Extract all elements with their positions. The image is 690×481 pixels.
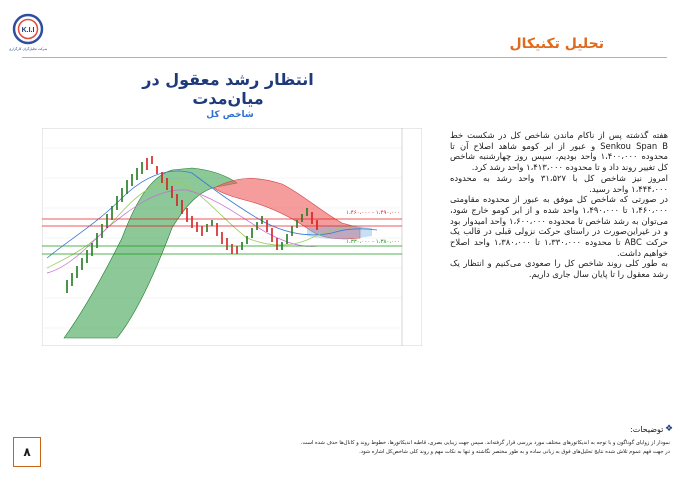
analysis-paragraph: امروز نیز شاخص کل با ۳۱،۵۲۷ واحد رشد به … <box>450 172 668 194</box>
section-title: تحلیل تکنیکال <box>509 36 604 52</box>
kijun-line <box>46 170 378 259</box>
index-chart: ۱،۴۶۰،۰۰۰ - ۱،۴۹۰،۰۰۰ ۱،۳۳۰،۰۰۰ - ۱،۳۸۰،… <box>42 128 422 346</box>
bear-cloud <box>213 178 361 240</box>
page-number: ۸ <box>13 437 41 467</box>
company-logo: K.I.I شرکت تحلیل‌گران کارگزاری <box>9 13 48 51</box>
price-candles <box>66 156 318 293</box>
logo-caption: شرکت تحلیل‌گران کارگزاری <box>9 47 48 51</box>
support-label: ۱،۳۳۰،۰۰۰ - ۱،۳۸۰،۰۰۰ <box>346 239 400 245</box>
notes-bullet-icon: ❖ <box>665 424 674 434</box>
page-title: انتظار رشد معقول در میان‌مدت <box>142 70 314 108</box>
analysis-paragraph: هفته گذشته پس از ناکام ماندن شاخص کل در … <box>450 130 668 173</box>
analysis-paragraph: به طور کلی روند شاخص کل را صعودی می‌کنیم… <box>450 258 668 280</box>
logo-text: K.I.I <box>22 27 35 34</box>
resistance-label: ۱،۴۶۰،۰۰۰ - ۱،۴۹۰،۰۰۰ <box>346 210 400 216</box>
note-item: در جهت فهم عموم تلاش شده نتایج تحلیل‌های… <box>359 449 670 455</box>
note-item: نمودار از زوایای گوناگون و با توجه به ان… <box>300 440 670 446</box>
title-divider <box>22 57 667 58</box>
notes-heading: توضیحات: <box>630 425 664 434</box>
analysis-text: هفته گذشته پس از ناکام ماندن شاخص کل در … <box>450 130 668 280</box>
analysis-paragraph: در صورتی که شاخص کل موفق به عبور از محدو… <box>450 194 668 258</box>
notes-list: نمودار از زوایای گوناگون و با توجه به ان… <box>240 439 670 457</box>
chart-title: شاخص کل <box>206 110 254 120</box>
